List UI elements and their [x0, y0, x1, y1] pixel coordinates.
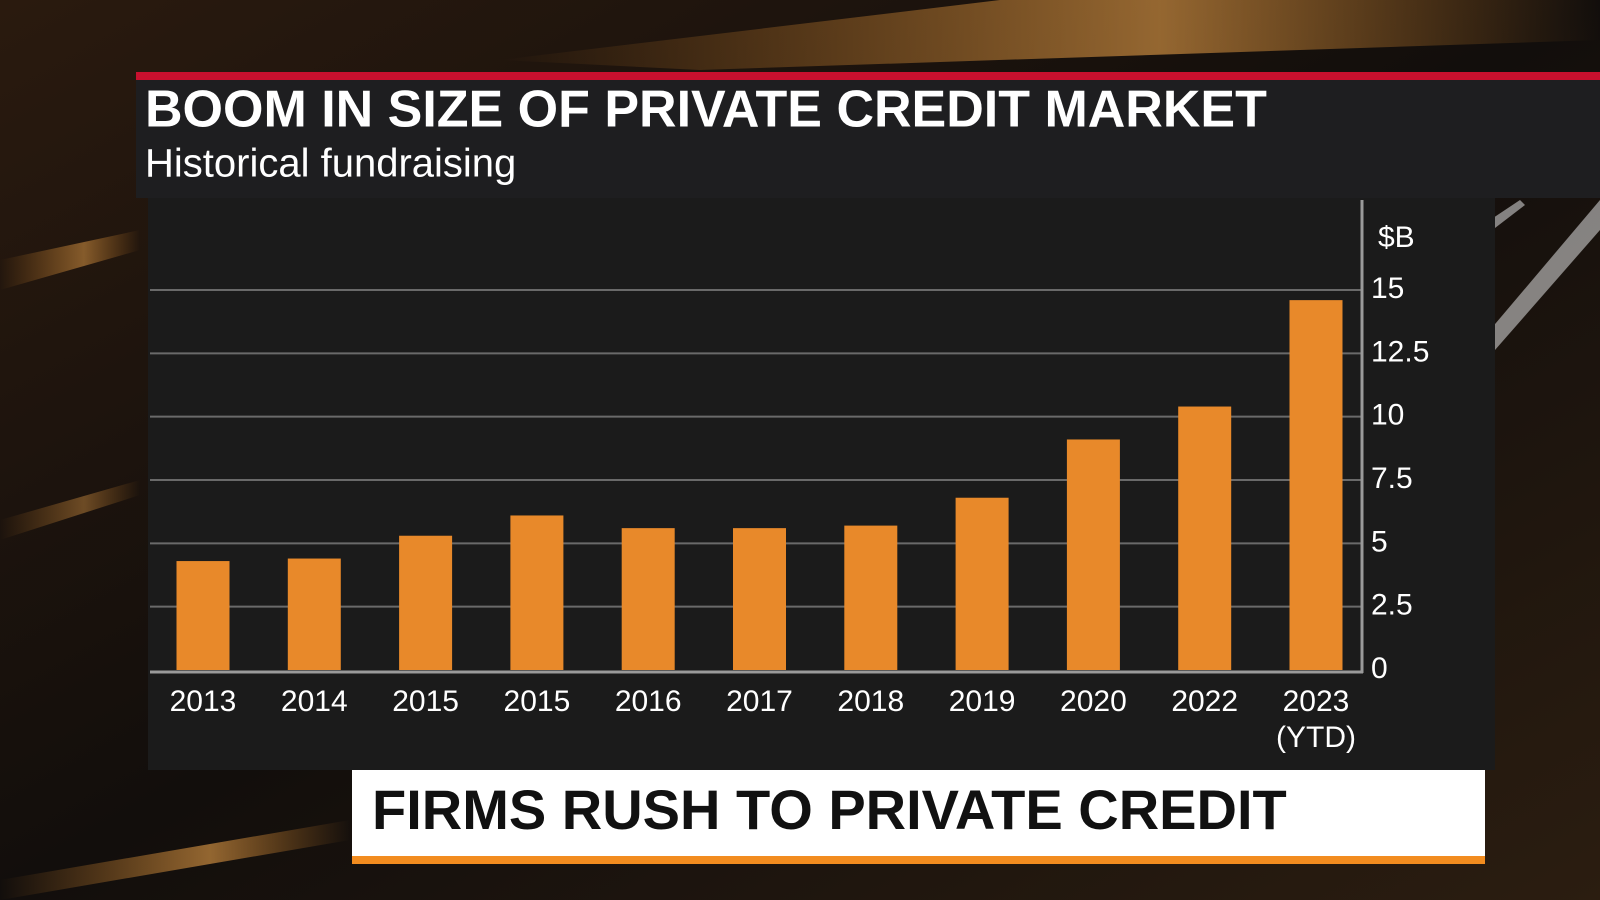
chart-subtitle: Historical fundraising [145, 142, 516, 186]
y-axis-label: $B [1378, 221, 1415, 254]
x-tick-label: 2013 [169, 685, 237, 718]
y-tick-label: 12.5 [1371, 335, 1429, 368]
y-tick-label: 2.5 [1371, 589, 1413, 622]
x-tick-label: 2014 [280, 685, 348, 718]
bar [733, 528, 786, 670]
bar [1289, 300, 1343, 670]
header-accent [136, 72, 1600, 80]
x-tick-label: 2018 [837, 685, 905, 718]
y-tick-label: 7.5 [1371, 462, 1413, 495]
y-tick-label: 10 [1371, 399, 1404, 432]
x-tick-label: 2016 [614, 685, 682, 718]
bar [510, 515, 564, 670]
chart-panel [148, 198, 1495, 770]
x-tick-label: 2020 [1060, 685, 1127, 718]
headline: FIRMS RUSH TO PRIVATE CREDIT [372, 778, 1287, 841]
header-bar [136, 80, 1600, 198]
x-tick-label: 2015 [392, 685, 459, 718]
y-tick-label: 15 [1371, 272, 1404, 305]
bar [287, 558, 341, 670]
y-tick-label: 5 [1371, 525, 1388, 558]
bar [1066, 439, 1120, 670]
bar [844, 525, 898, 670]
x-tick-label: 2019 [948, 685, 1016, 718]
y-tick-label: 0 [1371, 652, 1388, 685]
bar [1178, 406, 1232, 670]
bar [399, 535, 453, 670]
x-tick-label: 2023 (YTD) [1276, 685, 1356, 754]
bar [176, 561, 230, 670]
bar [621, 528, 675, 670]
bar [955, 497, 1009, 670]
headline-accent [352, 856, 1485, 864]
x-tick-label: 2017 [726, 685, 793, 718]
x-tick-label: 2015 [503, 685, 571, 718]
x-tick-label: 2022 [1171, 685, 1239, 718]
headline-box [352, 770, 1485, 856]
chart-title: BOOM IN SIZE OF PRIVATE CREDIT MARKET [145, 81, 1267, 139]
